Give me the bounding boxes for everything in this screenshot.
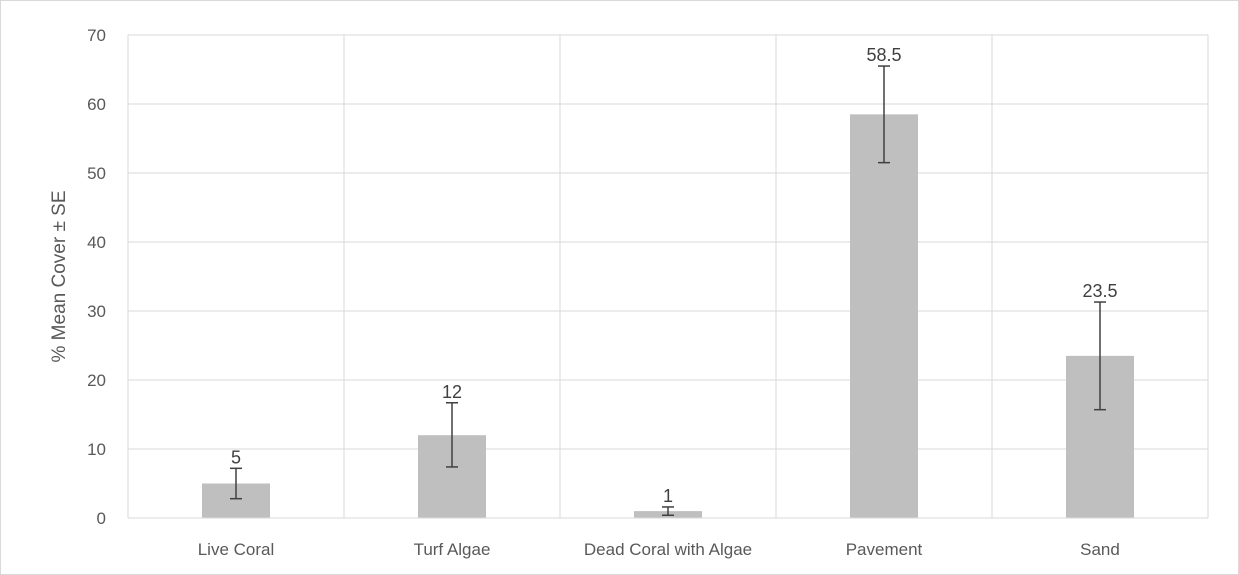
data-label: 12 (442, 382, 462, 402)
data-label: 5 (231, 447, 241, 467)
y-tick-label: 60 (87, 95, 106, 114)
y-tick-label: 10 (87, 440, 106, 459)
x-tick-label: Live Coral (198, 540, 275, 559)
y-tick-label: 20 (87, 371, 106, 390)
x-tick-label: Pavement (846, 540, 923, 559)
y-tick-label: 50 (87, 164, 106, 183)
y-tick-label: 30 (87, 302, 106, 321)
y-tick-label: 0 (97, 509, 106, 528)
y-axis-title: % Mean Cover ± SE (49, 191, 70, 363)
x-tick-label: Sand (1080, 540, 1120, 559)
data-label: 23.5 (1082, 281, 1117, 301)
y-tick-label: 40 (87, 233, 106, 252)
bar (850, 114, 918, 518)
x-tick-label: Turf Algae (414, 540, 491, 559)
x-tick-label: Dead Coral with Algae (584, 540, 752, 559)
data-label: 58.5 (866, 45, 901, 65)
y-tick-label: 70 (87, 26, 106, 45)
data-label: 1 (663, 486, 673, 506)
